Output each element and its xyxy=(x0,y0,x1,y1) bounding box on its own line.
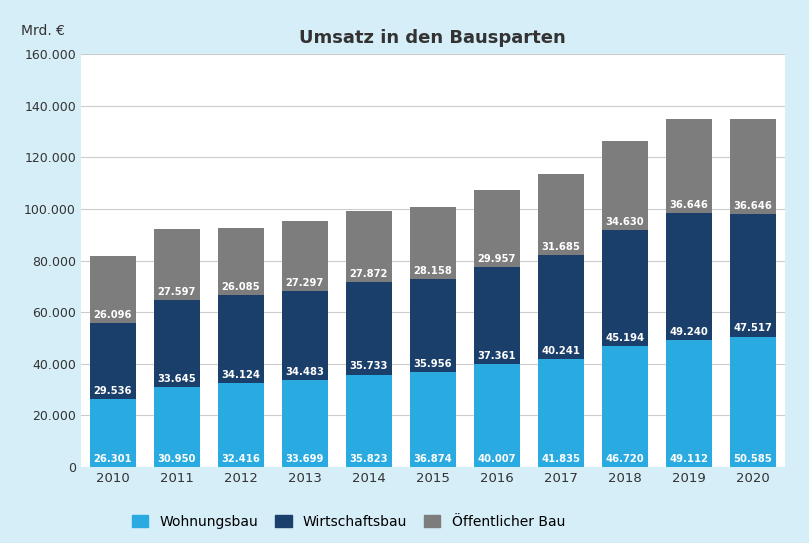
Bar xyxy=(602,141,648,230)
Text: 31.685: 31.685 xyxy=(541,242,580,252)
Bar xyxy=(474,364,520,467)
Bar xyxy=(666,119,712,213)
Bar xyxy=(538,255,584,359)
Text: 45.194: 45.194 xyxy=(605,333,644,343)
Text: 33.645: 33.645 xyxy=(158,374,197,384)
Bar xyxy=(345,211,392,282)
Text: 28.158: 28.158 xyxy=(413,266,452,276)
Text: 26.301: 26.301 xyxy=(94,454,132,464)
Text: 36.646: 36.646 xyxy=(733,201,772,211)
Bar xyxy=(154,300,200,387)
Bar xyxy=(410,206,455,279)
Bar xyxy=(410,372,455,467)
Bar xyxy=(730,119,776,214)
Bar xyxy=(730,214,776,337)
Text: 40.007: 40.007 xyxy=(477,454,516,464)
Text: 34.483: 34.483 xyxy=(286,367,324,377)
Text: 30.950: 30.950 xyxy=(158,454,196,464)
Legend: Wohnungsbau, Wirtschaftsbau, Öffentlicher Bau: Wohnungsbau, Wirtschaftsbau, Öffentliche… xyxy=(126,509,570,534)
Title: Umsatz in den Bausparten: Umsatz in den Bausparten xyxy=(299,29,566,47)
Text: 27.872: 27.872 xyxy=(349,269,388,279)
Text: 36.646: 36.646 xyxy=(669,200,708,210)
Text: 34.124: 34.124 xyxy=(222,370,260,380)
Bar xyxy=(474,268,520,364)
Bar xyxy=(218,228,264,295)
Bar xyxy=(345,282,392,375)
Bar xyxy=(345,375,392,467)
Text: 29.957: 29.957 xyxy=(477,254,516,264)
Text: 41.835: 41.835 xyxy=(541,454,580,464)
Text: 29.536: 29.536 xyxy=(94,386,132,396)
Bar xyxy=(410,279,455,372)
Bar xyxy=(154,387,200,467)
Bar xyxy=(602,346,648,467)
Text: 34.630: 34.630 xyxy=(605,217,644,227)
Bar xyxy=(90,399,136,467)
Text: 49.240: 49.240 xyxy=(669,327,708,337)
Bar xyxy=(666,340,712,467)
Bar xyxy=(282,220,328,291)
Text: 46.720: 46.720 xyxy=(605,454,644,464)
Bar xyxy=(474,190,520,268)
Bar xyxy=(282,380,328,467)
Text: 37.361: 37.361 xyxy=(477,351,516,361)
Text: 40.241: 40.241 xyxy=(541,346,580,356)
Bar xyxy=(730,337,776,467)
Bar xyxy=(90,323,136,399)
Text: 35.956: 35.956 xyxy=(413,359,452,369)
Text: 35.823: 35.823 xyxy=(349,454,388,464)
Bar xyxy=(154,229,200,300)
Text: 27.297: 27.297 xyxy=(286,278,324,288)
Text: 27.597: 27.597 xyxy=(158,287,196,297)
Bar xyxy=(90,256,136,323)
Bar xyxy=(218,295,264,383)
Text: 26.096: 26.096 xyxy=(94,310,132,320)
Text: Mrd. €: Mrd. € xyxy=(21,24,65,38)
Text: 33.699: 33.699 xyxy=(286,454,324,464)
Bar xyxy=(666,213,712,340)
Text: 47.517: 47.517 xyxy=(733,324,772,333)
Text: 32.416: 32.416 xyxy=(222,454,260,464)
Text: 36.874: 36.874 xyxy=(413,454,452,464)
Bar xyxy=(282,291,328,380)
Bar xyxy=(218,383,264,467)
Bar xyxy=(602,230,648,346)
Text: 35.733: 35.733 xyxy=(349,362,388,371)
Text: 26.085: 26.085 xyxy=(222,282,260,292)
Text: 50.585: 50.585 xyxy=(734,454,772,464)
Bar xyxy=(538,174,584,255)
Text: 49.112: 49.112 xyxy=(669,454,708,464)
Bar xyxy=(538,359,584,467)
